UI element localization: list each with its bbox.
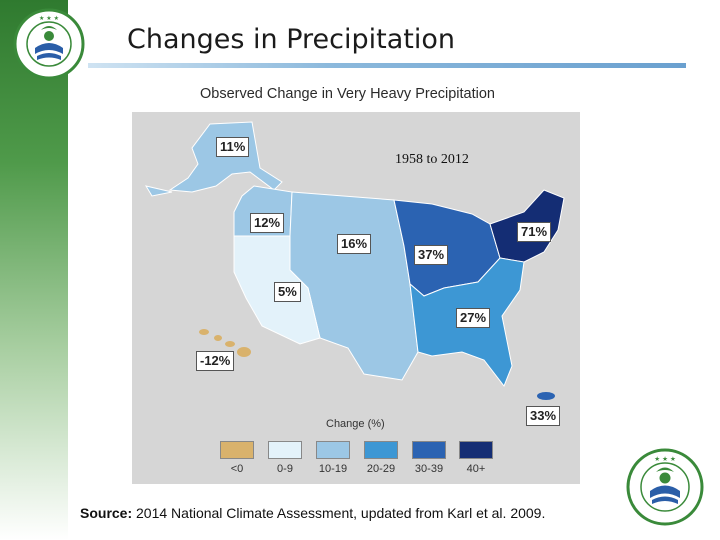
label-hawaii: -12% xyxy=(196,351,235,371)
map-period: 1958 to 2012 xyxy=(395,152,469,167)
label-northeast: 71% xyxy=(517,222,552,242)
us-precipitation-map xyxy=(144,121,565,400)
legend-label-0-9: 0-9 xyxy=(277,463,293,475)
legend-swatch-20-29 xyxy=(364,441,398,459)
legend-label-10-19: 10-19 xyxy=(318,463,348,475)
region-alaska-shape xyxy=(168,121,283,193)
title-underline xyxy=(88,63,686,68)
green-side-bar xyxy=(0,0,68,540)
source-prefix: Source: xyxy=(80,505,133,521)
label-alaska: 11% xyxy=(216,137,250,157)
label-puerto-rico: 33% xyxy=(526,406,561,426)
label-southwest: 5% xyxy=(274,282,301,302)
source-caption: Source: 2014 National Climate Assessment… xyxy=(80,505,545,521)
legend-label-30-39: 30-39 xyxy=(414,463,444,475)
legend-swatch-lt0 xyxy=(220,441,254,459)
region-puerto-rico-shape xyxy=(537,392,555,400)
region-hawaii-shape xyxy=(199,329,251,357)
label-midwest: 37% xyxy=(414,245,449,265)
slide-title: Changes in Precipitation xyxy=(127,24,455,55)
epa-seal-logo-bottom: ★ ★ ★ xyxy=(626,448,704,526)
label-northwest: 12% xyxy=(250,213,285,233)
legend-label-40plus: 40+ xyxy=(466,463,486,475)
legend-swatch-0-9 xyxy=(268,441,302,459)
legend-swatch-10-19 xyxy=(316,441,350,459)
svg-text:★ ★ ★: ★ ★ ★ xyxy=(39,15,59,22)
legend-label-lt0: <0 xyxy=(230,463,244,475)
label-southeast: 27% xyxy=(456,308,491,328)
svg-text:★ ★ ★: ★ ★ ★ xyxy=(654,455,676,463)
epa-seal-logo-top: ★ ★ ★ xyxy=(13,8,85,80)
legend-swatch-30-39 xyxy=(412,441,446,459)
label-great-plains: 16% xyxy=(337,234,372,254)
source-text: 2014 National Climate Assessment, update… xyxy=(132,505,546,521)
legend-swatch-40plus xyxy=(459,441,493,459)
legend-label-20-29: 20-29 xyxy=(366,463,396,475)
legend-title: Change (%) xyxy=(326,418,385,430)
map-panel xyxy=(132,112,580,484)
map-title: Observed Change in Very Heavy Precipitat… xyxy=(200,86,495,102)
